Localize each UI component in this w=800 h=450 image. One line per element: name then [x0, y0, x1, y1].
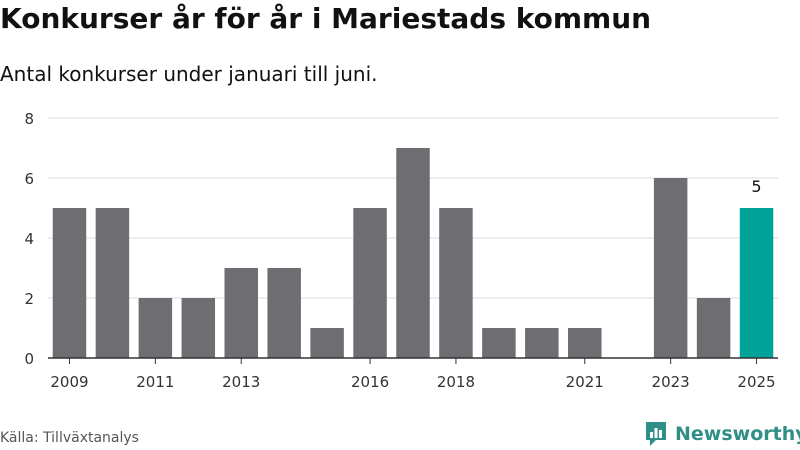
x-tick-label: 2013: [222, 373, 260, 391]
chart-subtitle: Antal konkurser under januari till juni.: [0, 62, 378, 86]
x-axis-ticks: 2009 2011 2013 2016 2018 2021 2023 2025: [48, 357, 778, 391]
x-tick-label: 2009: [50, 373, 88, 391]
y-tick-label: 8: [24, 110, 34, 128]
bar-2018: [439, 208, 473, 358]
bar-2011: [138, 298, 173, 358]
bar-2016: [353, 208, 387, 358]
y-tick-label: 6: [24, 170, 34, 188]
bar-2019: [482, 328, 516, 358]
bar-2009: [52, 208, 87, 358]
newsworthy-logo[interactable]: Newsworthy: [644, 421, 800, 447]
y-tick-label: 2: [24, 290, 34, 308]
chart-title: Konkurser år för år i Mariestads kommun: [0, 2, 652, 35]
x-tick-label: 2025: [737, 373, 775, 391]
x-tick-label: 2021: [566, 373, 604, 391]
bar-2023: [653, 178, 688, 358]
bar-chart: 0 2 4 6 8 2009 2011 2013 2016 2018 2021 2023 2025 5: [24, 110, 778, 391]
bar-2025: [739, 208, 774, 358]
bar-2010: [95, 208, 130, 358]
bar-2024: [696, 298, 731, 358]
bar-2015: [310, 328, 344, 358]
y-tick-label: 4: [24, 230, 34, 248]
bar-2021: [568, 328, 602, 358]
source-note: Källa: Tillväxtanalys: [0, 430, 139, 446]
bar-2012: [181, 298, 216, 358]
data-labels: 5: [751, 177, 761, 196]
x-tick-label: 2018: [437, 373, 475, 391]
x-tick-label: 2016: [351, 373, 389, 391]
bars: [52, 148, 774, 358]
x-tick-label: 2023: [652, 373, 690, 391]
brand-name: Newsworthy: [675, 423, 800, 445]
y-tick-label: 0: [24, 350, 34, 368]
data-label-2025: 5: [751, 177, 761, 196]
bar-2017: [396, 148, 430, 358]
bar-2020: [525, 328, 559, 358]
x-tick-label: 2011: [136, 373, 174, 391]
y-axis-ticks: 0 2 4 6 8: [24, 110, 34, 368]
bar-2013: [224, 268, 258, 358]
bar-2014: [267, 268, 301, 358]
newsworthy-logo-icon: [646, 422, 666, 446]
